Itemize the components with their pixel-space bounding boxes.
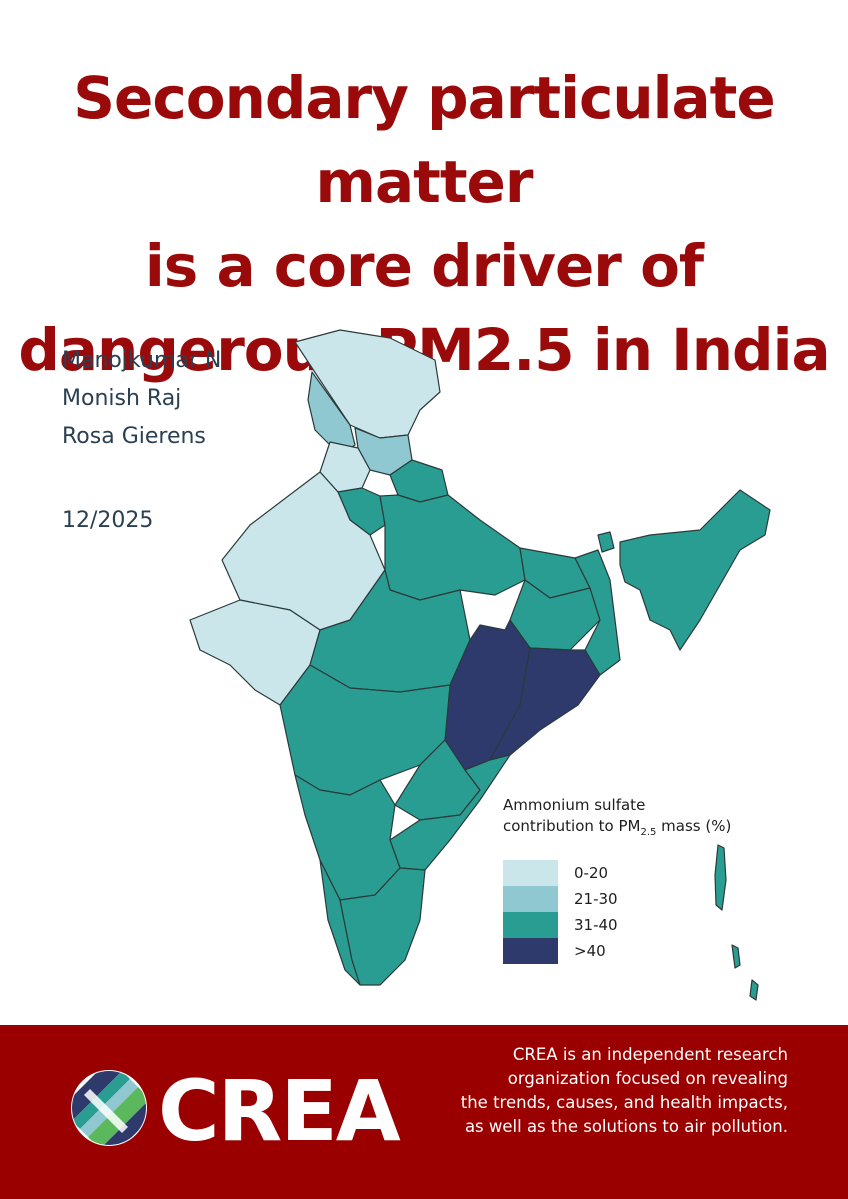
author-list: Manojkumar N Monish Raj Rosa Gierens	[62, 342, 221, 456]
author-name: Rosa Gierens	[62, 424, 206, 449]
legend-swatch	[503, 938, 558, 964]
india-map	[189, 329, 771, 1001]
legend-item: 0-20	[503, 860, 731, 886]
map-region-sikkim	[597, 531, 615, 553]
map-region-odisha	[489, 647, 601, 761]
legend-item: 21-30	[503, 886, 731, 912]
map-region-north-ladakh	[294, 329, 441, 439]
crea-logo-text: CREA	[158, 1062, 401, 1160]
footer-banner: CREA CREA is an independent research org…	[0, 1025, 848, 1199]
crea-logo-icon	[71, 1070, 147, 1146]
footer-description-line: organization focused on revealing	[507, 1069, 788, 1088]
legend-title-line-1: Ammonium sulfate	[503, 796, 646, 814]
publication-date: 12/2025	[62, 508, 154, 533]
legend-item: >40	[503, 938, 731, 964]
author-name: Monish Raj	[62, 386, 182, 411]
footer-description: CREA is an independent research organiza…	[428, 1043, 788, 1139]
legend-label: 21-30	[574, 890, 618, 908]
footer-description-line: the trends, causes, and health impacts,	[460, 1093, 788, 1112]
map-legend: Ammonium sulfate contribution to PM2.5 m…	[503, 795, 731, 964]
legend-title-line-2: contribution to PM2.5 mass (%)	[503, 816, 731, 843]
legend-title-subscript: 2.5	[640, 827, 657, 838]
legend-swatch	[503, 886, 558, 912]
footer-description-line: CREA is an independent research	[512, 1045, 788, 1064]
map-region-andaman-islands	[714, 844, 727, 911]
map-region-nicobar-islands	[731, 944, 759, 1001]
legend-item: 31-40	[503, 912, 731, 938]
legend-title-suffix: mass (%)	[656, 817, 732, 835]
legend-label: 31-40	[574, 916, 618, 934]
map-region-tamil-nadu	[339, 867, 426, 986]
page-title: Secondary particulate matter is a core d…	[0, 56, 848, 392]
title-line-2: is a core driver of	[144, 232, 704, 300]
map-region-karnataka	[294, 774, 401, 901]
legend-swatch	[503, 860, 558, 886]
map-region-northeast	[619, 489, 771, 651]
legend-title-prefix: contribution to PM	[503, 817, 641, 835]
legend-items: 0-20 21-30 31-40 >40	[503, 860, 731, 964]
legend-swatch	[503, 912, 558, 938]
footer-description-line: as well as the solutions to air pollutio…	[464, 1117, 788, 1136]
legend-title: Ammonium sulfate contribution to PM2.5 m…	[503, 795, 731, 843]
map-region-uttar-pradesh	[379, 494, 526, 601]
legend-label: 0-20	[574, 864, 609, 882]
title-line-1: Secondary particulate matter	[73, 64, 776, 216]
legend-label: >40	[574, 942, 606, 960]
author-name: Manojkumar N	[62, 348, 222, 373]
